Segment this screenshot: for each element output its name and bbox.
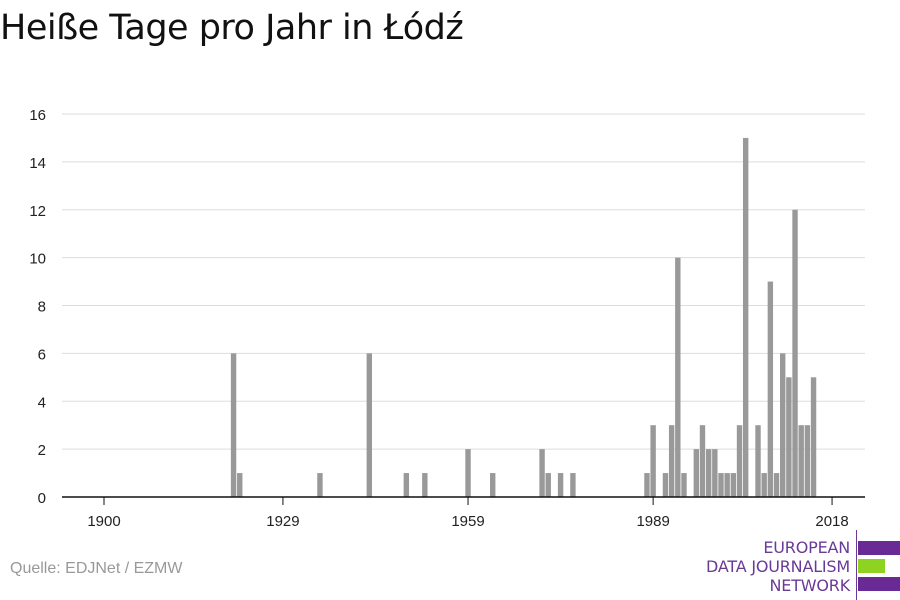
y-tick-label: 12: [29, 203, 46, 220]
bar: [662, 473, 669, 497]
bar-series: [230, 137, 817, 497]
y-tick-label: 8: [38, 299, 46, 316]
bar: [755, 425, 761, 497]
bar: [724, 473, 730, 497]
y-tick-label: 4: [38, 394, 46, 411]
bar: [792, 209, 798, 497]
source-note: Quelle: EDJNet / EZMW: [10, 560, 183, 577]
logo-text-line-1: EUROPEAN: [763, 538, 850, 557]
bar: [230, 353, 237, 497]
y-tick-label: 0: [38, 490, 46, 507]
bar: [465, 449, 471, 497]
bar: [798, 425, 804, 497]
bar: [730, 473, 737, 497]
logo-text-line-3: NETWORK: [769, 576, 851, 595]
bar: [786, 377, 792, 497]
bar: [490, 473, 496, 497]
logo-divider: [856, 530, 857, 600]
y-tick-label: 6: [38, 346, 46, 363]
logo-bar-bottom: [858, 577, 900, 591]
bar: [712, 449, 718, 497]
bar: [705, 449, 712, 497]
logo-text-line-2: DATA JOURNALISM: [706, 557, 850, 576]
gridlines: [62, 113, 865, 450]
bar: [644, 473, 650, 497]
bar: [761, 473, 767, 497]
bar: [650, 425, 656, 497]
bar: [810, 377, 817, 497]
bar: [366, 353, 373, 497]
bar: [693, 449, 700, 497]
bar: [539, 449, 545, 497]
bar: [736, 425, 743, 497]
bar: [317, 473, 323, 497]
logo-bar-middle: [858, 559, 885, 573]
bar: [742, 137, 749, 497]
bar: [804, 425, 811, 497]
y-axis-ticks: 0 2 4 6 8 10 12 14 16: [29, 107, 46, 507]
bar: [422, 473, 428, 497]
y-tick-label: 14: [29, 155, 46, 172]
x-tick-label: 1989: [636, 513, 669, 530]
bar: [681, 473, 687, 497]
x-tick-label: 1929: [266, 513, 299, 530]
edjnet-logo: EUROPEAN DATA JOURNALISM NETWORK: [700, 530, 900, 600]
bar: [403, 473, 410, 497]
bar: [675, 257, 681, 497]
bar: [780, 353, 786, 497]
bar: [773, 473, 780, 497]
bar: [718, 473, 724, 497]
x-tick-label: 2018: [815, 513, 848, 530]
y-tick-label: 16: [29, 107, 46, 124]
bar: [699, 425, 706, 497]
chart-title: Heiße Tage pro Jahr in Łódź: [0, 8, 464, 48]
bar: [545, 473, 551, 497]
logo-bar-top: [858, 541, 900, 555]
x-tick-label: 1900: [87, 513, 120, 530]
bar: [570, 473, 576, 497]
bar: [668, 425, 675, 497]
bar: [767, 281, 774, 497]
bar: [237, 473, 243, 497]
x-axis-ticks: 1900 1929 1959 1989 2018: [87, 497, 849, 530]
y-tick-label: 10: [29, 251, 46, 268]
bar: [557, 473, 564, 497]
x-tick-label: 1959: [451, 513, 484, 530]
y-tick-label: 2: [38, 442, 46, 459]
